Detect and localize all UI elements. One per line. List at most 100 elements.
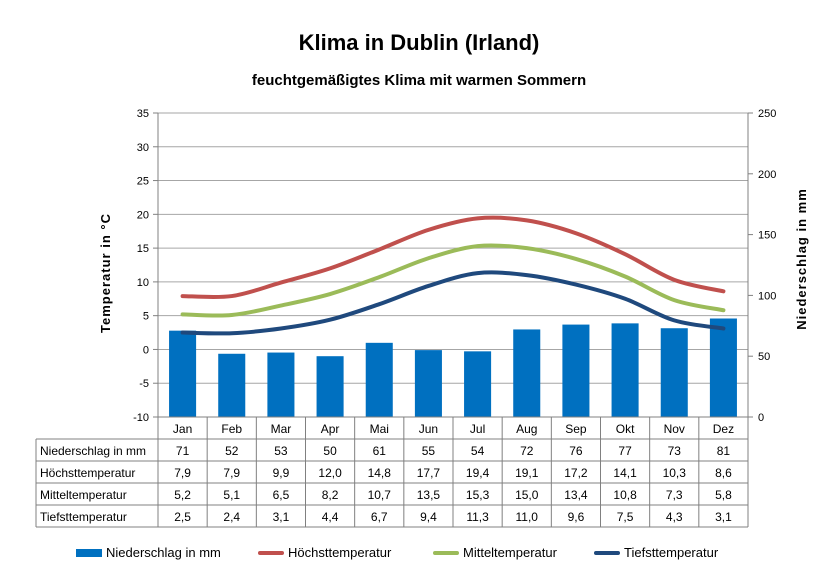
grid xyxy=(158,112,748,418)
bar-mai xyxy=(365,342,393,417)
table-cell: 9,6 xyxy=(568,510,585,524)
legend: Niederschlag in mm Höchsttemperatur Mittel… xyxy=(0,545,838,565)
table-cell: 8,2 xyxy=(322,488,339,502)
precipitation-bars xyxy=(169,318,737,417)
bar-okt xyxy=(611,323,639,417)
bar-dez xyxy=(709,318,737,417)
table-cell: 55 xyxy=(422,444,436,458)
y-right-tick-label: 50 xyxy=(758,351,770,363)
table-cell: 17,2 xyxy=(564,466,588,480)
y-right-tick-label: 0 xyxy=(758,412,764,424)
y-left-tick-label: 10 xyxy=(137,277,149,289)
y-left-tick-label: 35 xyxy=(137,108,149,120)
bar-jan xyxy=(169,330,197,417)
x-tick-label: Mai xyxy=(370,422,389,436)
table-cell: 7,9 xyxy=(174,466,191,480)
table-cell: 6,5 xyxy=(273,488,290,502)
table-cell: 14,8 xyxy=(368,466,392,480)
table-cell: 77 xyxy=(618,444,632,458)
series-line-0 xyxy=(180,215,726,300)
table-cell: 7,5 xyxy=(617,510,634,524)
y-left-tick-label: 30 xyxy=(137,142,149,154)
bar-nov xyxy=(660,328,688,417)
table-cell: 3,1 xyxy=(715,510,732,524)
table-row-label: Tiefsttemperatur xyxy=(40,510,127,524)
temperature-lines xyxy=(180,215,726,336)
x-tick-label: Sep xyxy=(565,422,587,436)
x-tick-label: Feb xyxy=(221,422,242,436)
x-tick-label: Jul xyxy=(470,422,485,436)
chart-title: Klima in Dublin (Irland) xyxy=(298,30,540,55)
table-cell: 17,7 xyxy=(417,466,441,480)
x-tick-label: Dez xyxy=(713,422,734,436)
y-right-tick-label: 150 xyxy=(758,230,776,242)
table-cell: 10,8 xyxy=(613,488,637,502)
y-right-tick-label: 200 xyxy=(758,169,776,181)
bar-jul xyxy=(464,351,492,417)
table-cell: 9,4 xyxy=(420,510,437,524)
legend-swatch xyxy=(76,548,102,557)
table-cell: 54 xyxy=(471,444,485,458)
table-cell: 2,5 xyxy=(174,510,191,524)
x-tick-label: Aug xyxy=(516,422,537,436)
x-tick-label: Apr xyxy=(321,422,340,436)
table-cell: 3,1 xyxy=(273,510,290,524)
table-cell: 76 xyxy=(569,444,583,458)
table-cell: 13,5 xyxy=(417,488,441,502)
table-cell: 15,3 xyxy=(466,488,490,502)
chart-subtitle: feuchtgemäßigtes Klima mit warmen Sommer… xyxy=(251,72,587,89)
table-row-label: Höchsttemperatur xyxy=(40,466,135,480)
table-cell: 7,9 xyxy=(223,466,240,480)
legend-swatch xyxy=(594,550,620,555)
table-cell: 4,4 xyxy=(322,510,339,524)
x-tick-label: Mar xyxy=(271,422,292,436)
table-cell: 10,7 xyxy=(368,488,392,502)
y-left-tick-label: -10 xyxy=(133,412,149,424)
table-cell: 11,0 xyxy=(516,510,539,524)
table-cell: 7,3 xyxy=(666,488,683,502)
y-left-tick-label: 20 xyxy=(137,209,149,221)
table-row-label: Mitteltemperatur xyxy=(40,488,127,502)
series-line-1 xyxy=(180,243,726,318)
table-cell: 4,3 xyxy=(666,510,683,524)
x-tick-label: Nov xyxy=(664,422,685,436)
y-left-tick-label: -5 xyxy=(139,378,149,390)
x-tick-label: Okt xyxy=(616,422,635,436)
table-cell: 6,7 xyxy=(371,510,388,524)
legend-label: Tiefsttemperatur xyxy=(624,545,719,560)
x-tick-label: Jun xyxy=(419,422,438,436)
table-cell: 19,1 xyxy=(515,466,539,480)
series-line-2 xyxy=(180,270,726,336)
table-cell: 12,0 xyxy=(318,466,342,480)
legend-label: Höchsttemperatur xyxy=(288,545,392,560)
table-cell: 5,2 xyxy=(174,488,191,502)
legend-label: Mitteltemperatur xyxy=(463,545,557,560)
bar-sep xyxy=(562,324,590,417)
legend-item: Höchsttemperatur xyxy=(258,545,391,560)
y-axis-left-label: Temperatur in °C xyxy=(98,213,113,333)
y-right-tick-label: 250 xyxy=(758,108,776,120)
table-cell: 14,1 xyxy=(613,466,637,480)
climate-chart: -10 -5 0 5 10 15 20 25 30 35 0 50 100 150 200 250 Jan Fe… xyxy=(35,108,809,528)
y-left-tick-label: 15 xyxy=(137,243,149,255)
bar-apr xyxy=(316,356,344,417)
table-cell: 50 xyxy=(323,444,337,458)
table-cell: 61 xyxy=(373,444,387,458)
y-right-tick-label: 100 xyxy=(758,290,776,302)
table-cell: 19,4 xyxy=(466,466,490,480)
legend-swatch xyxy=(433,550,459,555)
data-table: Jan Feb Mar Apr Mai Jun Jul Aug Sep Okt Nov Dez Nied… xyxy=(35,416,749,528)
bar-mar xyxy=(267,352,295,417)
y-axis-right-label: Niederschlag in mm xyxy=(794,188,809,330)
table-cell: 10,3 xyxy=(663,466,687,480)
legend-item: Mitteltemperatur xyxy=(433,545,557,560)
legend-item: Niederschlag in mm xyxy=(76,545,221,560)
bar-feb xyxy=(218,353,246,417)
table-cell: 8,6 xyxy=(715,466,732,480)
bar-jun xyxy=(414,350,442,417)
y-left-tick-label: 25 xyxy=(137,176,149,188)
x-tick-label: Jan xyxy=(173,422,192,436)
table-cell: 73 xyxy=(668,444,682,458)
table-row-label: Niederschlag in mm xyxy=(40,444,146,458)
table-cell: 53 xyxy=(274,444,288,458)
